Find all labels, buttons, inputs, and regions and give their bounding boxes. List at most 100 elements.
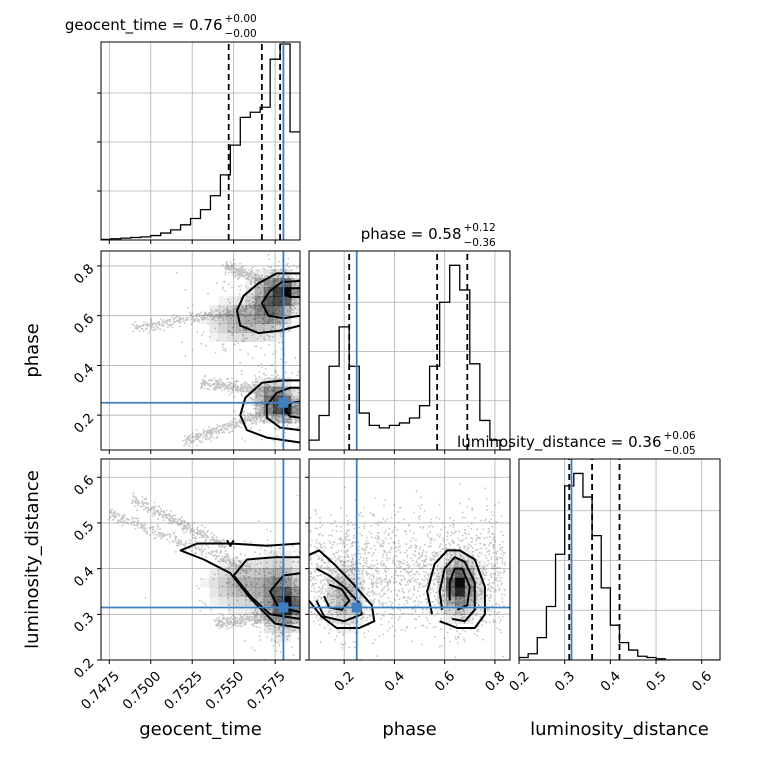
scatter-point — [230, 263, 233, 266]
scatter-point — [259, 307, 262, 309]
scatter-point — [205, 538, 208, 540]
scatter-point — [443, 594, 446, 596]
scatter-point — [252, 308, 255, 310]
scatter-point — [255, 395, 258, 398]
scatter-point — [294, 356, 297, 359]
scatter-point — [384, 592, 387, 595]
scatter-point — [239, 274, 241, 277]
scatter-point — [160, 510, 163, 513]
scatter-point — [260, 409, 263, 412]
scatter-point — [263, 623, 266, 626]
scatter-point — [198, 315, 201, 318]
scatter-point — [335, 551, 338, 554]
scatter-point — [226, 581, 229, 584]
scatter-point — [250, 418, 253, 421]
scatter-point — [228, 311, 231, 313]
scatter-point — [171, 540, 174, 542]
scatter-point — [279, 650, 282, 653]
scatter-point — [248, 418, 251, 421]
scatter-point — [403, 577, 406, 580]
scatter-point — [290, 418, 293, 421]
scatter-point — [294, 589, 296, 592]
scatter-point — [242, 411, 244, 414]
scatter-point — [253, 615, 256, 617]
scatter-point — [248, 273, 251, 276]
scatter-point — [471, 581, 474, 584]
scatter-point — [227, 555, 230, 558]
scatter-point — [498, 589, 501, 592]
scatter-point — [406, 564, 409, 567]
scatter-point — [275, 387, 278, 389]
scatter-point — [153, 537, 156, 540]
scatter-point — [203, 430, 206, 433]
scatter-point — [214, 319, 217, 322]
scatter-point — [470, 578, 473, 581]
scatter-point — [226, 552, 229, 555]
scatter-point — [189, 434, 192, 437]
scatter-point — [262, 616, 265, 619]
scatter-point — [238, 270, 241, 272]
scatter-point — [225, 264, 228, 266]
scatter-point — [200, 553, 203, 556]
scatter-point — [227, 423, 230, 426]
scatter-point — [268, 282, 271, 284]
scatter-point — [239, 552, 242, 555]
scatter-point — [247, 384, 250, 387]
scatter-point — [263, 373, 266, 375]
scatter-point — [278, 421, 281, 424]
scatter-point — [344, 551, 347, 553]
scatter-point — [223, 557, 226, 559]
scatter-point — [276, 278, 279, 281]
scatter-point — [259, 569, 261, 571]
scatter-point — [310, 618, 312, 620]
scatter-point — [264, 385, 267, 388]
scatter-point — [249, 568, 252, 571]
scatter-point — [352, 563, 355, 565]
x-tick-label: 0.5 — [643, 668, 670, 695]
scatter-point — [249, 271, 252, 274]
scatter-point — [221, 381, 224, 384]
scatter-point — [412, 532, 415, 535]
scatter-point — [353, 541, 355, 544]
scatter-point — [143, 498, 146, 501]
scatter-point — [137, 502, 140, 505]
scatter-point — [210, 608, 213, 611]
scatter-point — [324, 588, 327, 591]
scatter-point — [264, 388, 266, 391]
scatter-point — [227, 387, 230, 390]
scatter-point — [318, 542, 321, 545]
scatter-point — [494, 573, 496, 576]
scatter-point — [268, 627, 271, 630]
scatter-point — [198, 549, 201, 552]
scatter-point — [229, 384, 232, 387]
scatter-point — [286, 262, 289, 265]
scatter-point — [272, 644, 275, 647]
scatter-point — [375, 569, 378, 572]
scatter-point — [193, 530, 195, 533]
scatter-point — [288, 399, 291, 402]
scatter-point — [369, 608, 372, 611]
scatter-point — [315, 527, 318, 530]
scatter-point — [239, 267, 242, 270]
density-cell — [254, 314, 265, 324]
scatter-point — [304, 415, 306, 417]
scatter-point — [250, 414, 253, 417]
scatter-point — [143, 530, 146, 533]
scatter-point — [425, 616, 428, 619]
scatter-point — [255, 384, 258, 387]
scatter-point — [248, 276, 251, 278]
scatter-point — [227, 314, 230, 317]
scatter-point — [225, 555, 228, 558]
scatter-point — [201, 549, 204, 552]
scatter-point — [290, 621, 293, 624]
scatter-point — [163, 533, 166, 536]
scatter-point — [230, 266, 232, 269]
scatter-point — [240, 426, 243, 429]
scatter-point — [287, 257, 290, 260]
scatter-point — [159, 513, 162, 516]
scatter-point — [253, 278, 256, 281]
scatter-point — [253, 619, 256, 622]
hist-panel-geocent_time: geocent_time = 0.76 +0.00−0.00 — [65, 13, 301, 244]
scatter-point — [257, 411, 260, 414]
scatter-point — [228, 620, 231, 623]
